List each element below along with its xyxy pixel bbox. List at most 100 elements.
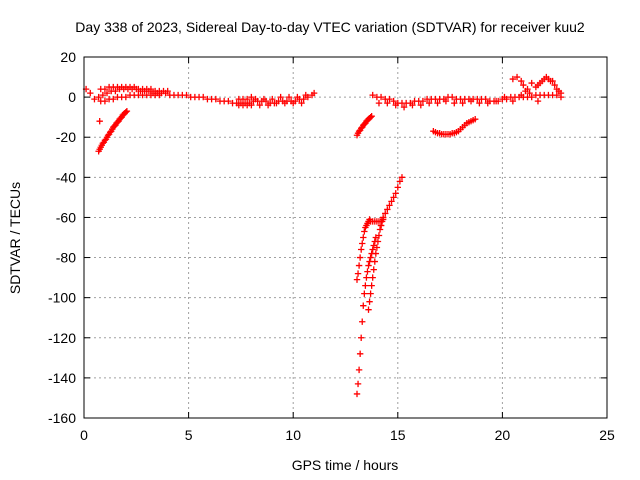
data-point bbox=[260, 95, 268, 103]
data-point bbox=[248, 101, 255, 109]
y-tick-label: -40 bbox=[56, 169, 76, 185]
data-point bbox=[526, 89, 533, 97]
data-point bbox=[359, 240, 366, 247]
data-point bbox=[501, 93, 508, 101]
chart-title: Day 338 of 2023, Sidereal Day-to-day VTE… bbox=[75, 19, 585, 35]
data-series bbox=[97, 91, 305, 109]
data-point bbox=[394, 184, 401, 191]
data-point bbox=[99, 91, 107, 99]
data-point bbox=[359, 318, 366, 325]
data-series bbox=[365, 214, 387, 313]
data-point bbox=[524, 85, 531, 93]
data-point bbox=[398, 174, 406, 181]
data-point bbox=[362, 282, 369, 289]
data-point bbox=[200, 93, 207, 101]
data-point bbox=[386, 202, 393, 209]
data-point bbox=[356, 350, 364, 358]
data-point bbox=[375, 232, 383, 239]
y-tick-label: 0 bbox=[68, 89, 76, 105]
data-point bbox=[375, 99, 383, 107]
y-tick-label: -160 bbox=[48, 410, 76, 426]
data-point bbox=[382, 210, 389, 217]
data-point bbox=[355, 262, 363, 269]
data-point bbox=[147, 85, 155, 93]
y-tick-label: -100 bbox=[48, 290, 76, 306]
data-point bbox=[386, 95, 393, 103]
data-point bbox=[377, 222, 385, 229]
data-point bbox=[269, 95, 276, 103]
data-point bbox=[476, 99, 483, 107]
data-point bbox=[256, 101, 263, 109]
data-point bbox=[448, 93, 456, 101]
data-point bbox=[361, 290, 368, 297]
data-point bbox=[551, 81, 558, 89]
x-tick-label: 10 bbox=[285, 427, 301, 443]
data-point bbox=[101, 85, 109, 93]
data-series bbox=[509, 73, 565, 97]
plot-frame bbox=[83, 56, 608, 419]
data-series bbox=[377, 174, 406, 229]
y-tick-label: -60 bbox=[56, 209, 76, 225]
data-point bbox=[122, 93, 130, 101]
data-point bbox=[484, 99, 491, 107]
data-point bbox=[298, 99, 305, 107]
data-point bbox=[390, 194, 397, 201]
data-point bbox=[360, 234, 367, 241]
data-point bbox=[369, 246, 376, 253]
data-point bbox=[459, 99, 466, 107]
data-point bbox=[396, 178, 404, 185]
data-point bbox=[101, 97, 109, 105]
data-series bbox=[375, 89, 542, 111]
data-point bbox=[392, 101, 399, 109]
data-point bbox=[376, 226, 384, 233]
data-point bbox=[369, 274, 376, 281]
data-point bbox=[112, 87, 119, 95]
data-series bbox=[96, 117, 103, 125]
data-point bbox=[91, 95, 98, 103]
data-point bbox=[243, 95, 251, 103]
data-point bbox=[225, 97, 232, 105]
data-point bbox=[371, 258, 378, 265]
x-axis-label: GPS time / hours bbox=[292, 457, 399, 473]
data-point bbox=[472, 115, 479, 123]
data-point bbox=[400, 103, 408, 111]
data-point bbox=[110, 95, 117, 103]
grid-layer bbox=[84, 57, 607, 418]
data-point bbox=[264, 101, 272, 109]
data-point bbox=[557, 89, 565, 97]
data-point bbox=[356, 254, 364, 261]
data-point bbox=[252, 95, 259, 103]
data-point bbox=[509, 75, 517, 83]
data-point bbox=[212, 95, 219, 103]
data-point bbox=[357, 246, 365, 253]
data-point bbox=[368, 112, 375, 120]
data-point bbox=[360, 302, 367, 309]
data-point bbox=[369, 91, 376, 99]
data-point bbox=[87, 89, 94, 97]
data-point bbox=[367, 290, 374, 297]
data-point bbox=[492, 97, 500, 105]
data-point bbox=[294, 93, 301, 101]
data-point bbox=[353, 276, 361, 283]
data-series bbox=[353, 216, 385, 283]
data-series bbox=[353, 112, 375, 139]
data-point bbox=[300, 95, 307, 103]
data-point bbox=[122, 108, 130, 116]
x-tick-label: 5 bbox=[185, 427, 193, 443]
data-point bbox=[518, 77, 525, 85]
data-point bbox=[442, 97, 450, 105]
data-point bbox=[357, 334, 365, 341]
data-point bbox=[248, 93, 255, 101]
series-layer bbox=[82, 73, 565, 398]
data-point bbox=[367, 113, 374, 121]
data-series bbox=[97, 83, 309, 103]
axis-layer: -160 -140 -120 -100 -80 -60 -40 -20 0 20 0 5 10 15 20 2… bbox=[48, 49, 615, 443]
data-point bbox=[513, 73, 521, 81]
data-point bbox=[277, 93, 284, 101]
data-point bbox=[156, 91, 163, 99]
x-tick-label: 20 bbox=[495, 427, 511, 443]
data-point bbox=[528, 93, 535, 101]
data-series bbox=[430, 115, 479, 138]
data-point bbox=[302, 91, 309, 99]
data-point bbox=[372, 250, 380, 257]
